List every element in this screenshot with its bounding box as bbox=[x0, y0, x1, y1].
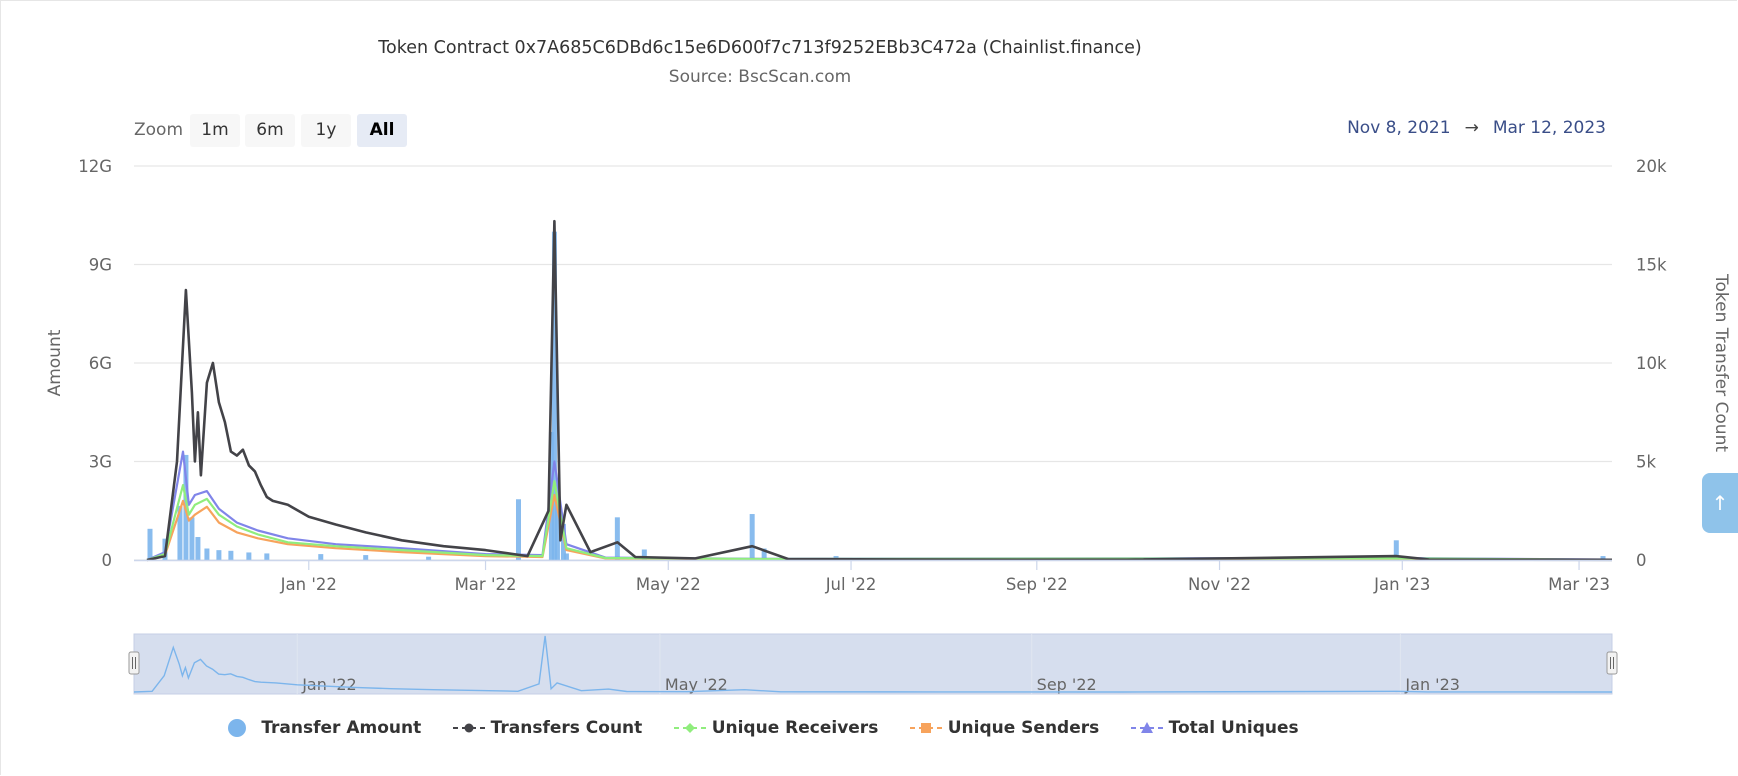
bar bbox=[264, 553, 270, 560]
bar bbox=[515, 499, 521, 560]
legend-label: Transfer Amount bbox=[261, 718, 422, 738]
range-from-input[interactable]: Nov 8, 2021 bbox=[1347, 118, 1451, 138]
bar bbox=[216, 550, 222, 560]
legend-line-icon bbox=[451, 718, 489, 738]
range-arrow-icon: → bbox=[1464, 118, 1479, 138]
handle-box bbox=[1606, 651, 1618, 675]
y-right-tick-label: 5k bbox=[1636, 453, 1656, 472]
legend-item-unique-receivers[interactable]: Unique Receivers bbox=[672, 718, 879, 738]
y-right-axis-title: Token Transfer Count bbox=[1711, 273, 1731, 452]
series-line bbox=[146, 219, 1613, 562]
bar bbox=[560, 523, 566, 560]
legend-label: Total Uniques bbox=[1168, 718, 1299, 738]
bar bbox=[318, 554, 324, 560]
series-line bbox=[146, 450, 1613, 562]
bar bbox=[426, 556, 432, 560]
series-line bbox=[146, 480, 1613, 562]
navigator-handle[interactable] bbox=[128, 651, 140, 675]
x-tick-label: Mar '22 bbox=[455, 575, 517, 594]
y-left-axis-title: Amount bbox=[45, 329, 65, 396]
zoom-1m-button[interactable]: 1m bbox=[190, 114, 240, 147]
chart-subtitle: Source: BscScan.com bbox=[668, 67, 852, 87]
bar bbox=[228, 550, 234, 560]
navigator-tick-label: Jan '23 bbox=[1404, 675, 1460, 694]
x-tick-label: Mar '23 bbox=[1548, 575, 1610, 594]
navigator: Jan '22 May '22 Sep '22 Jan '23 bbox=[128, 633, 1618, 695]
y-left-tick-label: 3G bbox=[89, 453, 112, 472]
x-tick-label: Jan '23 bbox=[1373, 575, 1430, 594]
bar bbox=[177, 505, 183, 560]
range-to-input[interactable]: Mar 12, 2023 bbox=[1492, 118, 1606, 138]
bar bbox=[761, 548, 767, 560]
bar bbox=[204, 548, 210, 560]
bar bbox=[246, 552, 252, 560]
legend-dot-icon bbox=[221, 718, 259, 738]
legend-item-unique-senders[interactable]: Unique Senders bbox=[908, 718, 1100, 738]
y-right-tick-label: 10k bbox=[1636, 354, 1667, 373]
bar bbox=[554, 484, 560, 560]
bar bbox=[195, 537, 201, 560]
y-left-tick-label: 9G bbox=[89, 256, 112, 275]
legend: Transfer Amount Transfers Count Unique R… bbox=[0, 718, 1520, 743]
y-right-tick-label: 20k bbox=[1636, 157, 1667, 176]
x-tick-label: Jan '22 bbox=[280, 575, 337, 594]
legend-item-transfers-count[interactable]: Transfers Count bbox=[451, 718, 643, 738]
legend-line-icon bbox=[1129, 718, 1167, 738]
zoom-all-button[interactable]: All bbox=[357, 114, 407, 147]
y-right-tick-label: 0 bbox=[1636, 551, 1647, 570]
x-tick-label: May '22 bbox=[636, 575, 701, 594]
date-range: Nov 8, 2021 → Mar 12, 2023 bbox=[1347, 118, 1606, 138]
legend-line-icon bbox=[908, 718, 946, 738]
zoom-1y-button[interactable]: 1y bbox=[301, 114, 351, 147]
x-tick-label: Jul '22 bbox=[825, 575, 877, 594]
arrow-up-icon: ↑ bbox=[1711, 491, 1729, 515]
navigator-tick-label: Sep '22 bbox=[1037, 675, 1097, 694]
bar bbox=[749, 514, 755, 560]
navigator-handle[interactable] bbox=[1606, 651, 1618, 675]
legend-line-icon bbox=[672, 718, 710, 738]
zoom-label: Zoom bbox=[134, 120, 184, 140]
axes: 0 0 3G 5k 6G 10k 9G 15k 12G 20k Jan '22 Mar '22 May … bbox=[45, 157, 1731, 594]
bar-series bbox=[147, 231, 1606, 560]
bar bbox=[563, 553, 569, 560]
bar bbox=[614, 517, 620, 560]
y-right-tick-label: 15k bbox=[1636, 256, 1667, 275]
legend-label: Unique Receivers bbox=[711, 718, 879, 738]
series-line bbox=[146, 493, 1613, 562]
bar bbox=[1393, 540, 1399, 560]
chart-title: Token Contract 0x7A685C6DBd6c15e6D600f7c… bbox=[378, 38, 1142, 58]
legend-label: Unique Senders bbox=[947, 718, 1100, 738]
bar bbox=[551, 231, 557, 560]
y-left-tick-label: 6G bbox=[89, 354, 112, 373]
navigator-series-line bbox=[133, 635, 1613, 693]
navigator-tick-label: May '22 bbox=[665, 675, 728, 694]
bar bbox=[147, 528, 153, 560]
y-left-tick-label: 0 bbox=[102, 551, 113, 570]
legend-label: Transfers Count bbox=[490, 718, 643, 738]
x-tick-label: Nov '22 bbox=[1188, 575, 1251, 594]
legend-item-total-uniques[interactable]: Total Uniques bbox=[1129, 718, 1299, 738]
y-left-tick-label: 12G bbox=[78, 157, 112, 176]
bar bbox=[641, 549, 647, 560]
x-tick-label: Sep '22 bbox=[1006, 575, 1068, 594]
line-series bbox=[146, 219, 1613, 562]
grid-lines bbox=[134, 165, 1612, 561]
scroll-to-top-button[interactable]: ↑ bbox=[1702, 473, 1738, 533]
zoom-6m-button[interactable]: 6m bbox=[245, 114, 295, 147]
bar bbox=[189, 517, 195, 560]
handle-box bbox=[128, 651, 140, 675]
bar bbox=[363, 555, 369, 560]
bar bbox=[1600, 556, 1606, 560]
legend-item-transfer-amount[interactable]: Transfer Amount bbox=[221, 718, 421, 738]
navigator-tick-label: Jan '22 bbox=[301, 675, 357, 694]
